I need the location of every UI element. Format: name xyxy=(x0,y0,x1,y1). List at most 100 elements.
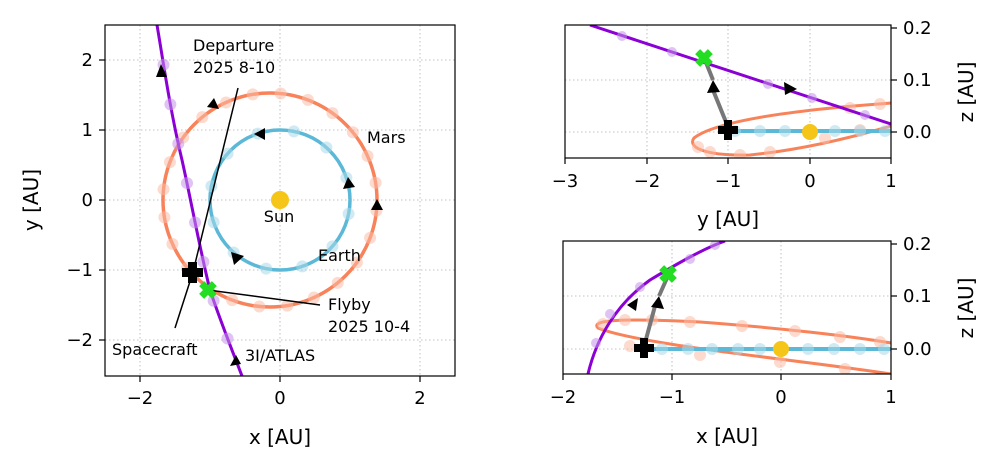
mars-direction-arrow xyxy=(207,98,219,109)
mars-sample-marker xyxy=(369,176,382,189)
atlas-sample-marker xyxy=(197,255,210,268)
departure-leader-line xyxy=(192,87,239,273)
tick-label: 0 xyxy=(804,171,815,192)
mars-label: Mars xyxy=(367,128,406,147)
mars-sample-marker xyxy=(350,256,363,269)
mars-sample-marker xyxy=(704,146,716,158)
mars-sample-marker xyxy=(226,294,239,307)
tick-label: −3 xyxy=(552,171,579,192)
mars-sample-marker xyxy=(789,325,801,337)
atlas-sample-marker xyxy=(172,137,185,150)
flyby-label: Flyby xyxy=(328,295,371,314)
earth-sample-marker xyxy=(829,125,841,137)
flyby-marker xyxy=(199,281,217,299)
spacecraft-marker xyxy=(718,120,738,140)
earth-sample-marker xyxy=(854,125,866,137)
tick-labels-xz: −2 −1 0 1 0.2 0.1 0.0 xyxy=(550,234,932,408)
atlas-trajectory-yz xyxy=(589,25,891,126)
spacecraft-marker xyxy=(182,262,203,283)
mars-sample-marker xyxy=(157,183,170,196)
atlas-sample-marker xyxy=(591,338,601,348)
atlas-sample-marker xyxy=(710,241,720,250)
tick-label: 0 xyxy=(274,388,285,409)
earth-sample-marker xyxy=(854,343,866,355)
earth-sample-marker xyxy=(779,125,791,137)
earth-sample-marker xyxy=(287,125,300,138)
tick-label: 0.1 xyxy=(903,286,932,307)
departure-label: Departure xyxy=(193,36,274,55)
mars-sample-marker xyxy=(684,316,696,328)
tick-label: 0 xyxy=(82,190,93,211)
tick-label: −2 xyxy=(127,388,154,409)
earth-sample-marker xyxy=(879,125,891,137)
mars-sample-marker xyxy=(624,340,636,352)
tick-label: −1 xyxy=(659,387,686,408)
earth-sample-marker xyxy=(732,343,744,355)
tick-label: 0 xyxy=(775,387,786,408)
tick-label: 0.2 xyxy=(903,234,932,255)
atlas-sample-marker xyxy=(635,282,645,292)
sun-marker xyxy=(773,341,789,357)
earth-label: Earth xyxy=(318,246,361,265)
atlas-label: 3I/ATLAS xyxy=(245,346,315,365)
earth-sample-marker xyxy=(296,260,309,273)
earth-sample-marker xyxy=(802,343,814,355)
atlas-sample-marker xyxy=(180,177,193,190)
mars-sample-marker xyxy=(163,156,176,169)
earth-sample-marker xyxy=(320,141,333,154)
transfer-direction-arrow xyxy=(651,296,664,309)
earth-direction-arrow xyxy=(343,177,355,189)
tick-labels-xy: −2 0 2 2 1 0 −1 −2 xyxy=(66,50,425,409)
atlas-sample-marker xyxy=(617,31,627,41)
spacecraft-marker xyxy=(634,338,654,358)
flyby-leader-line xyxy=(207,289,321,306)
mars-markers xyxy=(692,98,886,158)
z-axis-label: z [AU] xyxy=(954,278,978,339)
atlas-sample-marker xyxy=(685,254,695,264)
earth-sample-marker xyxy=(828,343,840,355)
earth-direction-arrow xyxy=(254,128,265,140)
earth-markers xyxy=(205,125,355,275)
x-axis-label: y [AU] xyxy=(697,207,759,231)
tick-label: 2 xyxy=(414,388,425,409)
tick-label: 1 xyxy=(885,171,896,192)
atlas-sample-marker xyxy=(605,309,615,319)
sun-marker xyxy=(271,191,289,209)
mars-sample-marker xyxy=(307,291,320,304)
tick-label: 0.1 xyxy=(903,70,932,91)
atlas-sample-marker xyxy=(221,332,234,345)
earth-sample-marker xyxy=(878,343,890,355)
tick-label: −2 xyxy=(634,171,661,192)
mars-sample-marker xyxy=(346,126,359,139)
ticks-xy xyxy=(99,59,421,382)
mars-sample-marker xyxy=(281,299,294,312)
x-axis-label: x [AU] xyxy=(249,425,311,449)
mars-sample-marker xyxy=(166,237,179,250)
earth-sample-marker xyxy=(326,240,339,253)
atlas-sample-marker xyxy=(860,110,870,120)
mars-sample-marker xyxy=(839,363,851,374)
flyby-marker xyxy=(659,265,677,283)
departure-date: 2025 8-10 xyxy=(193,58,275,77)
mars-sample-marker xyxy=(619,314,631,326)
mars-sample-marker xyxy=(246,88,259,101)
mars-sample-marker xyxy=(326,107,339,120)
mars-sample-marker xyxy=(694,349,706,361)
earth-direction-arrow xyxy=(231,252,244,265)
mars-sample-marker xyxy=(364,231,377,244)
earth-sample-marker xyxy=(656,343,668,355)
mars-sample-marker xyxy=(361,150,374,163)
grid-xz xyxy=(563,241,891,374)
earth-sample-marker xyxy=(260,262,273,275)
sun-label: Sun xyxy=(264,207,294,226)
atlas-direction-arrow xyxy=(784,82,797,95)
tick-label: −2 xyxy=(66,330,93,351)
ticks-xz xyxy=(562,243,897,380)
tick-label: 1 xyxy=(82,120,93,141)
earth-sample-marker xyxy=(754,125,766,137)
panel-xz: −2 −1 0 1 0.2 0.1 0.0 x [AU] z [AU] xyxy=(550,234,978,448)
atlas-sample-marker xyxy=(807,93,817,103)
tick-label: 2 xyxy=(82,50,93,71)
tick-label: 0.2 xyxy=(903,18,932,39)
